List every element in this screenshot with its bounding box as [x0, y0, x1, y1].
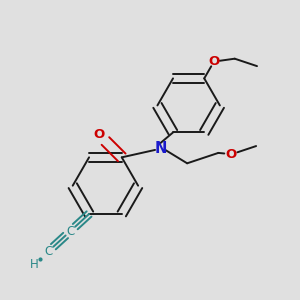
Text: C: C: [66, 225, 75, 238]
Text: O: O: [225, 148, 236, 161]
Text: C: C: [44, 244, 53, 258]
Text: O: O: [93, 128, 104, 141]
Text: O: O: [208, 55, 220, 68]
Text: N: N: [154, 141, 167, 156]
Text: H: H: [30, 258, 39, 271]
